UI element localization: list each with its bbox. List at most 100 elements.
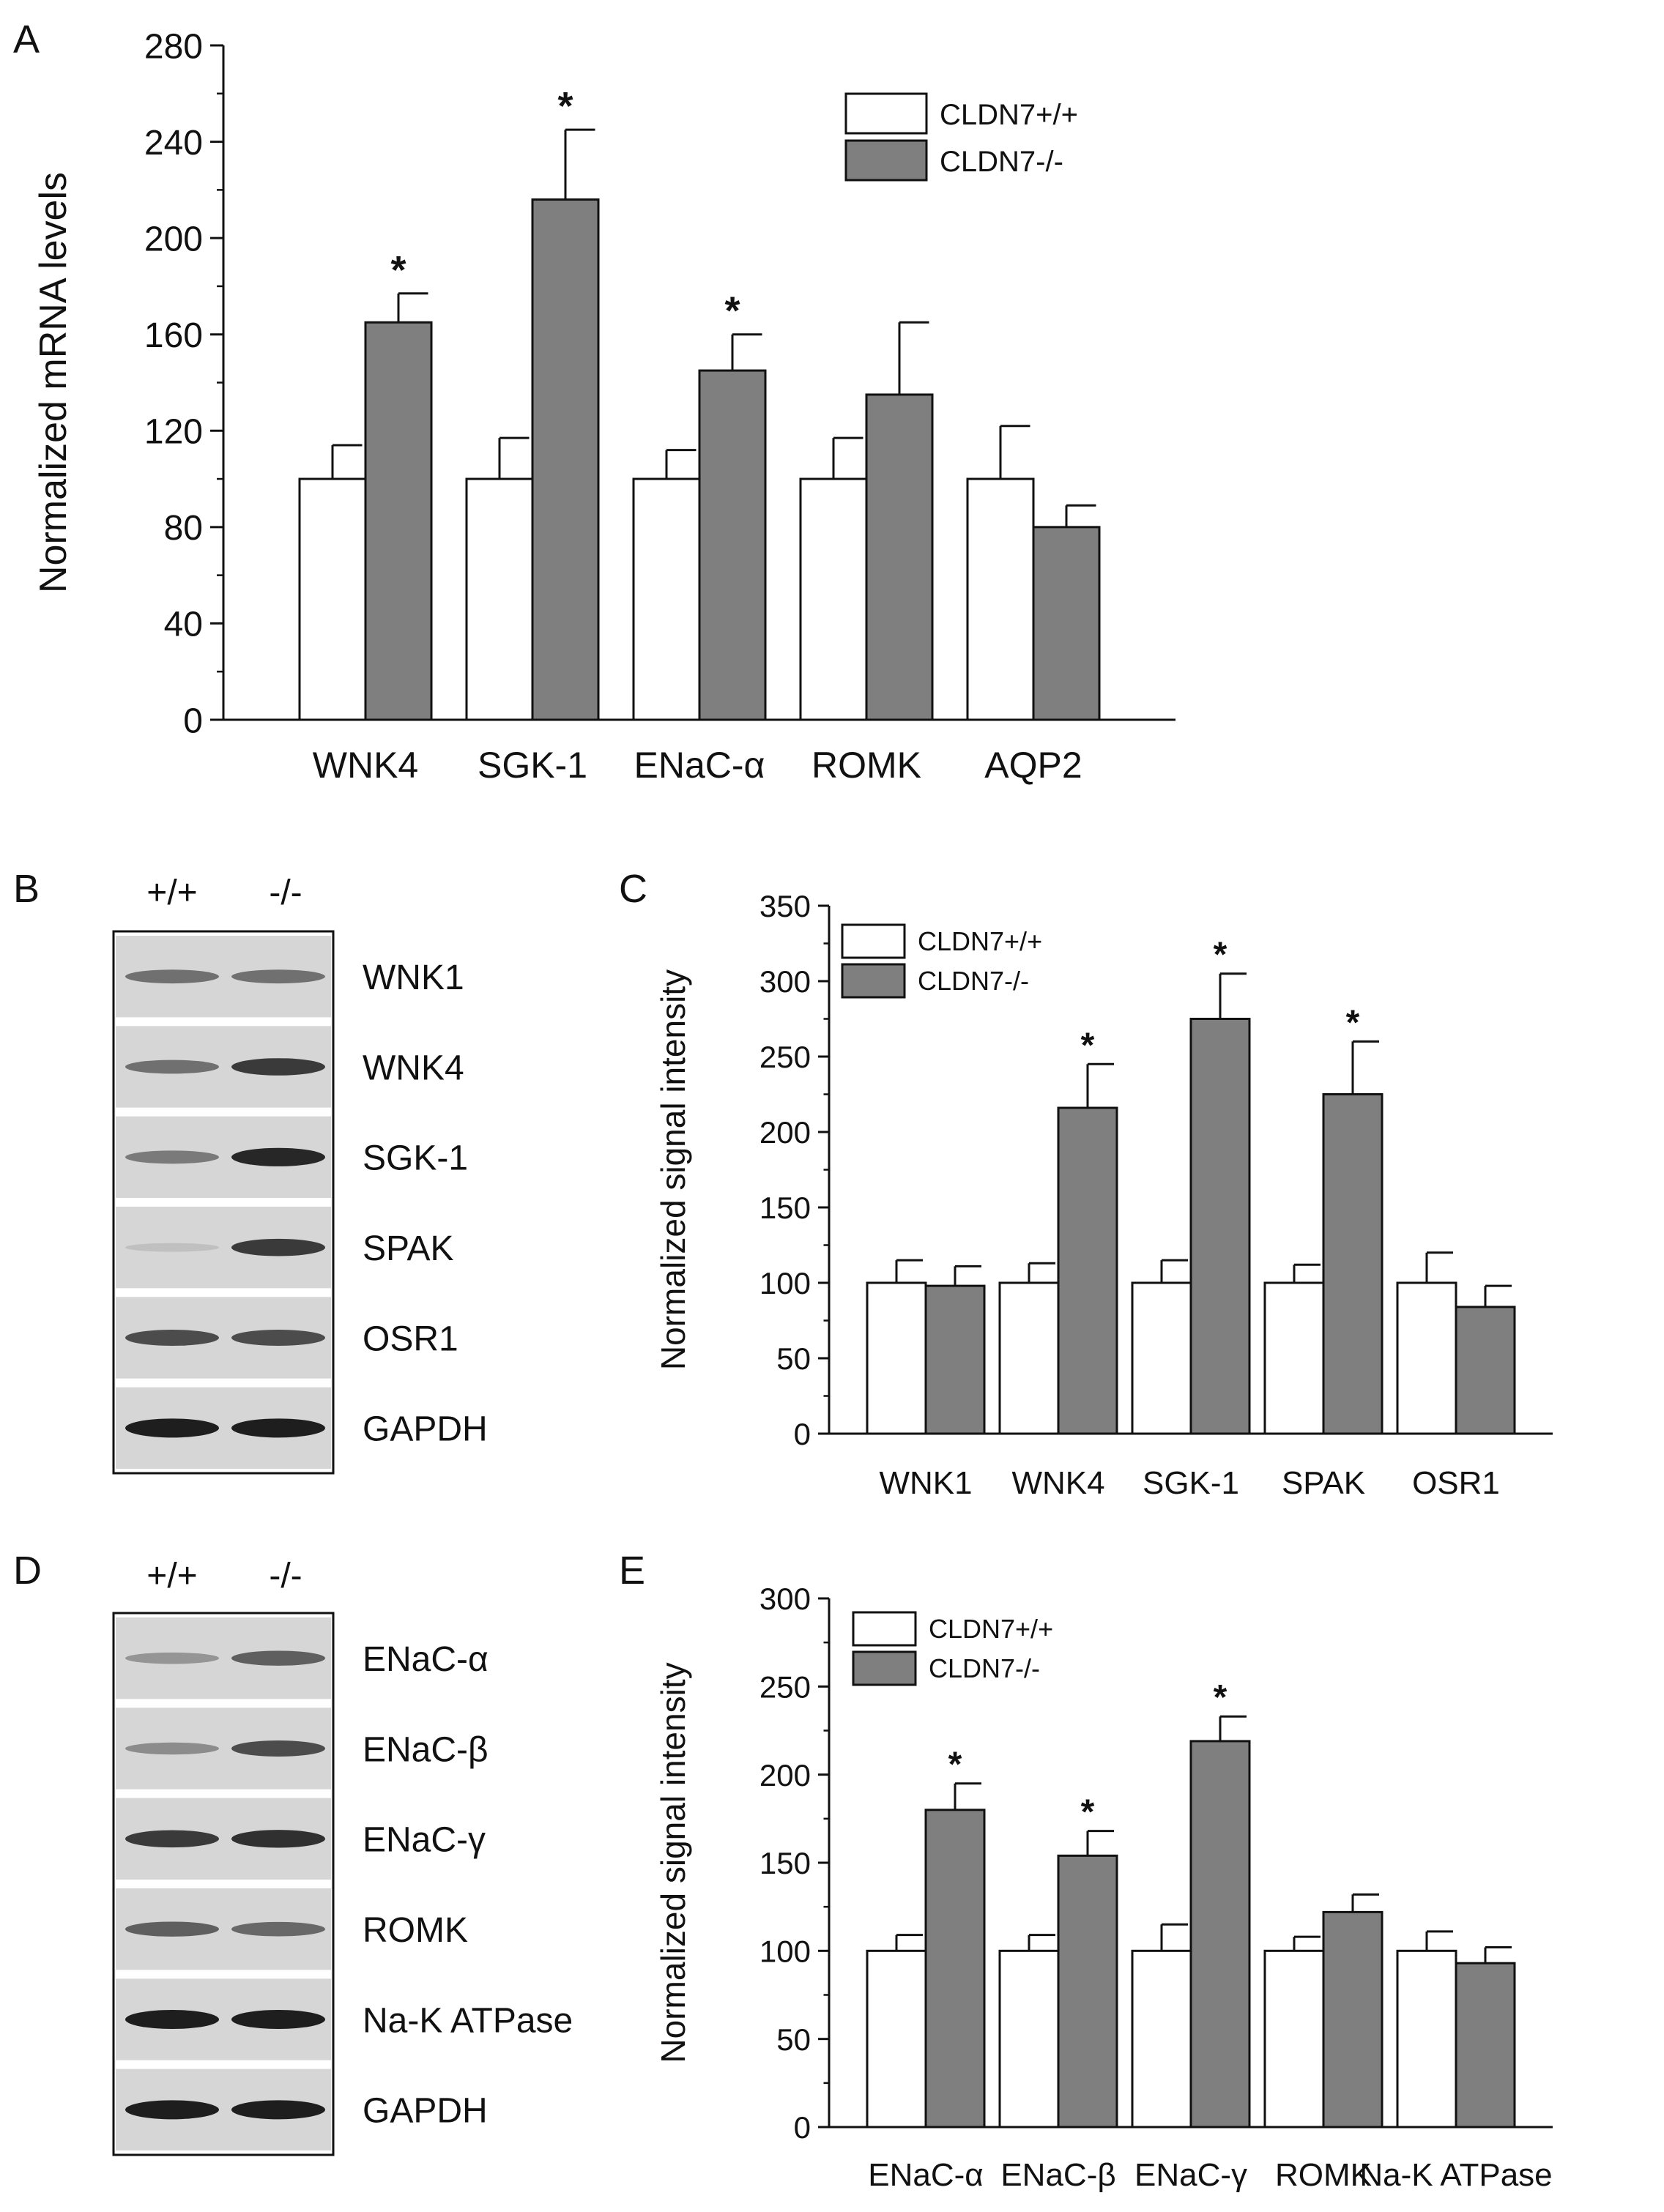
category-label: ENaC-β (1000, 2157, 1115, 2193)
blot-row-label: ENaC-β (363, 1730, 489, 1769)
bar-ko-0 (924, 1809, 986, 2129)
legend-label: CLDN7+/+ (940, 99, 1078, 131)
blot-row-label: OSR1 (363, 1319, 458, 1358)
y-tick-label: 100 (759, 1266, 811, 1300)
chart-c-signal-intensity: 0 50 100 150 200 250 300 350 Normalized signal i… (654, 889, 1553, 1501)
y-tick-label: 40 (164, 606, 203, 644)
y-tick-label: 240 (144, 124, 203, 163)
y-tick-label: 150 (759, 1846, 811, 1880)
bar-wt-4 (1396, 1949, 1457, 2129)
blot-band-ko (231, 1650, 325, 1666)
y-axis-label: Normalized signal intensity (654, 1662, 692, 2063)
legend-label: CLDN7-/- (940, 146, 1063, 178)
panel-label-c: C (619, 867, 647, 911)
blot-band-wt (125, 1830, 219, 1848)
y-tick-label: 80 (164, 509, 203, 548)
blot-band-ko (231, 1418, 325, 1438)
bar-ko-0 (364, 321, 433, 721)
legend-label: CLDN7-/- (918, 966, 1029, 996)
chart-e-signal-intensity: 0 50 100 150 200 250 300 Normalized signal inte… (654, 1582, 1553, 2193)
bar-wt-4 (1396, 1281, 1457, 1435)
bar-ko-3 (1322, 1910, 1383, 2129)
blot-band-ko (231, 969, 325, 984)
significance-marker: * (948, 1746, 962, 1784)
category-label: ROMK (811, 745, 921, 786)
panel-label-d: D (13, 1549, 42, 1593)
blot-band-ko (231, 1740, 325, 1757)
significance-marker: * (390, 248, 406, 292)
blot-band-ko (231, 1921, 325, 1937)
category-label: SPAK (1282, 1465, 1365, 1501)
blot-band-ko (231, 1238, 325, 1256)
legend-swatch-1 (841, 963, 906, 999)
bar-ko-4 (1032, 526, 1101, 721)
bar-wt-0 (866, 1949, 927, 2129)
blot-band-wt (125, 1060, 219, 1074)
category-label: WNK4 (1011, 1465, 1104, 1501)
bar-ko-2 (1189, 1740, 1251, 2129)
blot-band-wt (125, 2100, 219, 2120)
category-label: ENaC-α (868, 2157, 983, 2193)
bar-ko-1 (1057, 1854, 1118, 2129)
blot-row-label: Na-K ATPase (363, 2001, 573, 2040)
legend-label: CLDN7-/- (929, 1653, 1040, 1683)
bar-wt-4 (966, 477, 1035, 721)
bar-ko-3 (865, 393, 934, 721)
y-tick-label: 120 (144, 413, 203, 452)
bar-wt-2 (1131, 1281, 1192, 1435)
category-label: SGK-1 (478, 745, 587, 786)
category-label: OSR1 (1412, 1465, 1500, 1501)
significance-marker: * (1081, 1793, 1095, 1832)
y-axis-label: Normalized mRNA levels (32, 172, 75, 593)
western-blot-d: +/+ -/- ENaC-α ENaC-β ENaC-γ ROMK Na-K ATPase G… (112, 1557, 573, 2156)
bar-wt-1 (998, 1281, 1060, 1435)
y-tick-label: 50 (776, 1341, 811, 1376)
bar-wt-2 (1131, 1949, 1192, 2129)
blot-row-label: SGK-1 (363, 1139, 468, 1178)
blot-frame (112, 930, 335, 1475)
blot-band-ko (231, 1830, 325, 1848)
chart-a-mrna-levels: 0 40 80 120 160 200 240 280 Normalized mRNA leve… (32, 27, 1175, 786)
blot-row-label: SPAK (363, 1229, 454, 1268)
significance-marker: * (1081, 1026, 1095, 1065)
significance-marker: * (724, 289, 740, 333)
y-tick-label: 200 (144, 220, 203, 258)
category-label: WNK4 (313, 745, 418, 786)
y-tick-label: 350 (759, 889, 811, 923)
category-label: ROMK (1275, 2157, 1372, 2193)
bar-wt-2 (632, 477, 701, 721)
blot-band-wt (125, 1330, 219, 1346)
blot-band-ko (231, 2010, 325, 2029)
y-tick-label: 300 (759, 964, 811, 999)
blot-band-wt (125, 1243, 219, 1252)
y-tick-label: 200 (759, 1758, 811, 1792)
significance-marker: * (1214, 936, 1227, 975)
y-tick-label: 0 (794, 2110, 811, 2145)
blot-band-ko (231, 1058, 325, 1076)
bar-wt-1 (998, 1949, 1060, 2129)
legend-label: CLDN7+/+ (929, 1614, 1053, 1644)
y-tick-label: 250 (759, 1040, 811, 1074)
legend-swatch-0 (844, 92, 928, 135)
legend-swatch-0 (841, 923, 906, 959)
legend-swatch-0 (852, 1611, 917, 1647)
category-label: AQP2 (984, 745, 1082, 786)
significance-marker: * (1346, 1003, 1360, 1042)
lane-label: -/- (269, 1557, 302, 1595)
blot-row-label: GAPDH (363, 2092, 488, 2131)
category-label: ENaC-γ (1134, 2157, 1247, 2193)
bar-ko-4 (1455, 1306, 1516, 1435)
y-tick-label: 0 (183, 701, 203, 740)
y-tick-label: 200 (759, 1115, 811, 1150)
bar-wt-0 (866, 1281, 927, 1435)
y-tick-label: 250 (759, 1669, 811, 1704)
panel-label-b: B (13, 867, 40, 911)
legend-swatch-1 (844, 139, 928, 182)
blot-band-wt (125, 1150, 219, 1164)
panel-label-a: A (13, 18, 40, 62)
blot-band-wt (125, 969, 219, 984)
blot-row-label: WNK4 (363, 1049, 464, 1087)
lane-label: -/- (269, 874, 302, 912)
category-label: WNK1 (879, 1465, 972, 1501)
